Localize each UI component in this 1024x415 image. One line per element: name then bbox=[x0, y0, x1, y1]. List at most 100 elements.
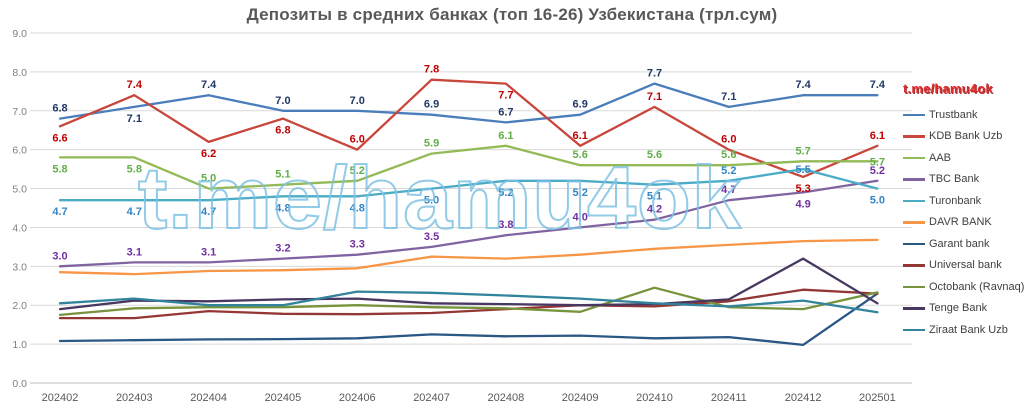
x-axis-tick: 202408 bbox=[488, 392, 525, 404]
data-label-kdb-bank-uzb: 6.8 bbox=[275, 125, 290, 137]
data-label-turonbank: 4.8 bbox=[350, 202, 365, 214]
data-label-aab: 5.6 bbox=[721, 149, 736, 161]
x-axis-tick: 202403 bbox=[116, 392, 153, 404]
data-label-aab: 5.2 bbox=[350, 165, 365, 177]
x-axis-tick: 202407 bbox=[413, 392, 450, 404]
watermark-big: t.me/hamu4ok bbox=[138, 148, 742, 247]
data-label-aab: 5.1 bbox=[275, 169, 290, 181]
data-label-aab: 5.6 bbox=[573, 149, 588, 161]
data-label-trustbank: 7.4 bbox=[201, 79, 217, 91]
data-label-aab: 5.6 bbox=[647, 149, 662, 161]
data-label-trustbank: 7.4 bbox=[795, 79, 811, 91]
data-label-turonbank: 5.1 bbox=[647, 191, 662, 203]
legend-label-tbc-bank: TBC Bank bbox=[929, 173, 980, 186]
x-axis-tick: 202411 bbox=[711, 392, 747, 404]
legend-swatch-kdb-bank-uzb bbox=[903, 135, 925, 138]
legend-label-universal-bank: Universal bank bbox=[929, 259, 1002, 272]
y-axis-tick: 4.0 bbox=[12, 222, 27, 234]
data-label-trustbank: 6.9 bbox=[573, 99, 588, 111]
y-axis-tick: 3.0 bbox=[12, 261, 27, 273]
data-label-turonbank: 5.5 bbox=[795, 164, 810, 176]
data-label-aab: 5.8 bbox=[52, 163, 67, 175]
legend-label-ziraat-bank-uzb: Ziraat Bank Uzb bbox=[929, 323, 1008, 336]
x-axis-tick: 202410 bbox=[636, 392, 673, 404]
data-label-trustbank: 7.4 bbox=[870, 79, 886, 91]
data-label-kdb-bank-uzb: 7.4 bbox=[127, 79, 143, 91]
x-axis-tick: 202405 bbox=[265, 392, 302, 404]
data-label-trustbank: 6.8 bbox=[52, 103, 67, 115]
data-label-kdb-bank-uzb: 7.1 bbox=[647, 91, 662, 103]
data-label-kdb-bank-uzb: 6.1 bbox=[870, 130, 885, 142]
legend-swatch-davr-bank bbox=[903, 221, 925, 224]
legend-swatch-ziraat-bank-uzb bbox=[903, 328, 925, 331]
legend-swatch-trustbank bbox=[903, 113, 925, 116]
legend-label-kdb-bank-uzb: KDB Bank Uzb bbox=[929, 130, 1003, 143]
y-axis-tick: 9.0 bbox=[12, 28, 27, 40]
legend-item-tenge-bank: Tenge Bank bbox=[903, 298, 1024, 320]
series-line-octobank-ravnaq bbox=[58, 286, 879, 317]
data-label-tbc-bank: 4.0 bbox=[573, 211, 588, 223]
legend-swatch-octobank-ravnaq bbox=[903, 285, 925, 288]
data-label-aab: 5.9 bbox=[424, 138, 439, 150]
legend-label-turonbank: Turonbank bbox=[929, 194, 982, 207]
y-axis-tick: 7.0 bbox=[12, 106, 27, 118]
data-label-kdb-bank-uzb: 6.6 bbox=[52, 132, 67, 144]
legend-item-kdb-bank-uzb: KDB Bank Uzb bbox=[903, 126, 1024, 148]
data-label-kdb-bank-uzb: 6.0 bbox=[350, 134, 365, 146]
legend-swatch-universal-bank bbox=[903, 264, 925, 267]
data-label-trustbank: 7.1 bbox=[127, 113, 142, 125]
y-axis-tick: 6.0 bbox=[12, 145, 27, 157]
legend-item-turonbank: Turonbank bbox=[903, 190, 1024, 212]
data-label-trustbank: 7.0 bbox=[275, 95, 290, 107]
legend-item-garant-bank: Garant bank bbox=[903, 233, 1024, 255]
data-label-tbc-bank: 3.2 bbox=[275, 243, 290, 255]
legend-label-tenge-bank: Tenge Bank bbox=[929, 302, 988, 315]
data-label-trustbank: 7.0 bbox=[350, 95, 365, 107]
x-axis-tick: 202409 bbox=[562, 392, 599, 404]
data-label-turonbank: 5.0 bbox=[870, 195, 885, 207]
legend-swatch-tenge-bank bbox=[903, 307, 925, 310]
data-label-trustbank: 7.1 bbox=[721, 91, 736, 103]
x-axis-tick: 202501 bbox=[859, 392, 896, 404]
data-label-turonbank: 5.2 bbox=[721, 165, 736, 177]
legend-item-octobank-ravnaq: Octobank (Ravnaq) bbox=[903, 276, 1024, 298]
data-label-tbc-bank: 4.9 bbox=[795, 198, 810, 210]
data-label-turonbank: 4.7 bbox=[52, 206, 67, 218]
legend-swatch-garant-bank bbox=[903, 242, 925, 245]
data-label-trustbank: 7.7 bbox=[647, 68, 662, 80]
y-axis-tick: 5.0 bbox=[12, 184, 27, 196]
data-label-kdb-bank-uzb: 5.3 bbox=[795, 183, 810, 195]
legend-item-davr-bank: DAVR BANK bbox=[903, 212, 1024, 234]
data-label-turonbank: 4.8 bbox=[275, 202, 290, 214]
series-line-kdb-bank-uzb bbox=[58, 78, 879, 179]
y-axis-tick: 0.0 bbox=[12, 378, 27, 390]
data-label-tbc-bank: 3.5 bbox=[424, 231, 439, 243]
x-axis-tick: 202402 bbox=[42, 392, 79, 404]
data-label-kdb-bank-uzb: 6.2 bbox=[201, 148, 216, 160]
data-label-kdb-bank-uzb: 6.0 bbox=[721, 134, 736, 146]
data-label-kdb-bank-uzb: 7.7 bbox=[498, 90, 513, 102]
legend-label-aab: AAB bbox=[929, 151, 952, 164]
x-axis-tick: 202412 bbox=[785, 392, 822, 404]
watermark-small: t.me/hamu4ok bbox=[903, 81, 993, 96]
data-label-trustbank: 6.9 bbox=[424, 99, 439, 111]
legend-item-ziraat-bank-uzb: Ziraat Bank Uzb bbox=[903, 319, 1024, 341]
data-label-tbc-bank: 3.1 bbox=[201, 246, 216, 258]
series-line-universal-bank bbox=[58, 288, 879, 320]
data-label-aab: 5.7 bbox=[795, 145, 810, 157]
data-label-tbc-bank: 5.2 bbox=[870, 165, 885, 177]
legend-swatch-turonbank bbox=[903, 199, 925, 202]
legend-label-octobank-ravnaq: Octobank (Ravnaq) bbox=[929, 280, 1024, 293]
x-axis-tick: 202406 bbox=[339, 392, 376, 404]
series-line-trustbank bbox=[58, 82, 879, 124]
data-label-tbc-bank: 3.1 bbox=[127, 246, 142, 258]
data-label-aab: 5.0 bbox=[201, 173, 216, 185]
data-label-trustbank: 6.7 bbox=[498, 106, 513, 118]
data-label-kdb-bank-uzb: 6.1 bbox=[573, 130, 588, 142]
data-label-tbc-bank: 4.2 bbox=[647, 204, 662, 216]
data-label-turonbank: 5.0 bbox=[424, 195, 439, 207]
x-axis-tick: 202404 bbox=[190, 392, 227, 404]
data-label-aab: 6.1 bbox=[498, 130, 513, 142]
data-label-aab: 5.7 bbox=[870, 156, 885, 168]
